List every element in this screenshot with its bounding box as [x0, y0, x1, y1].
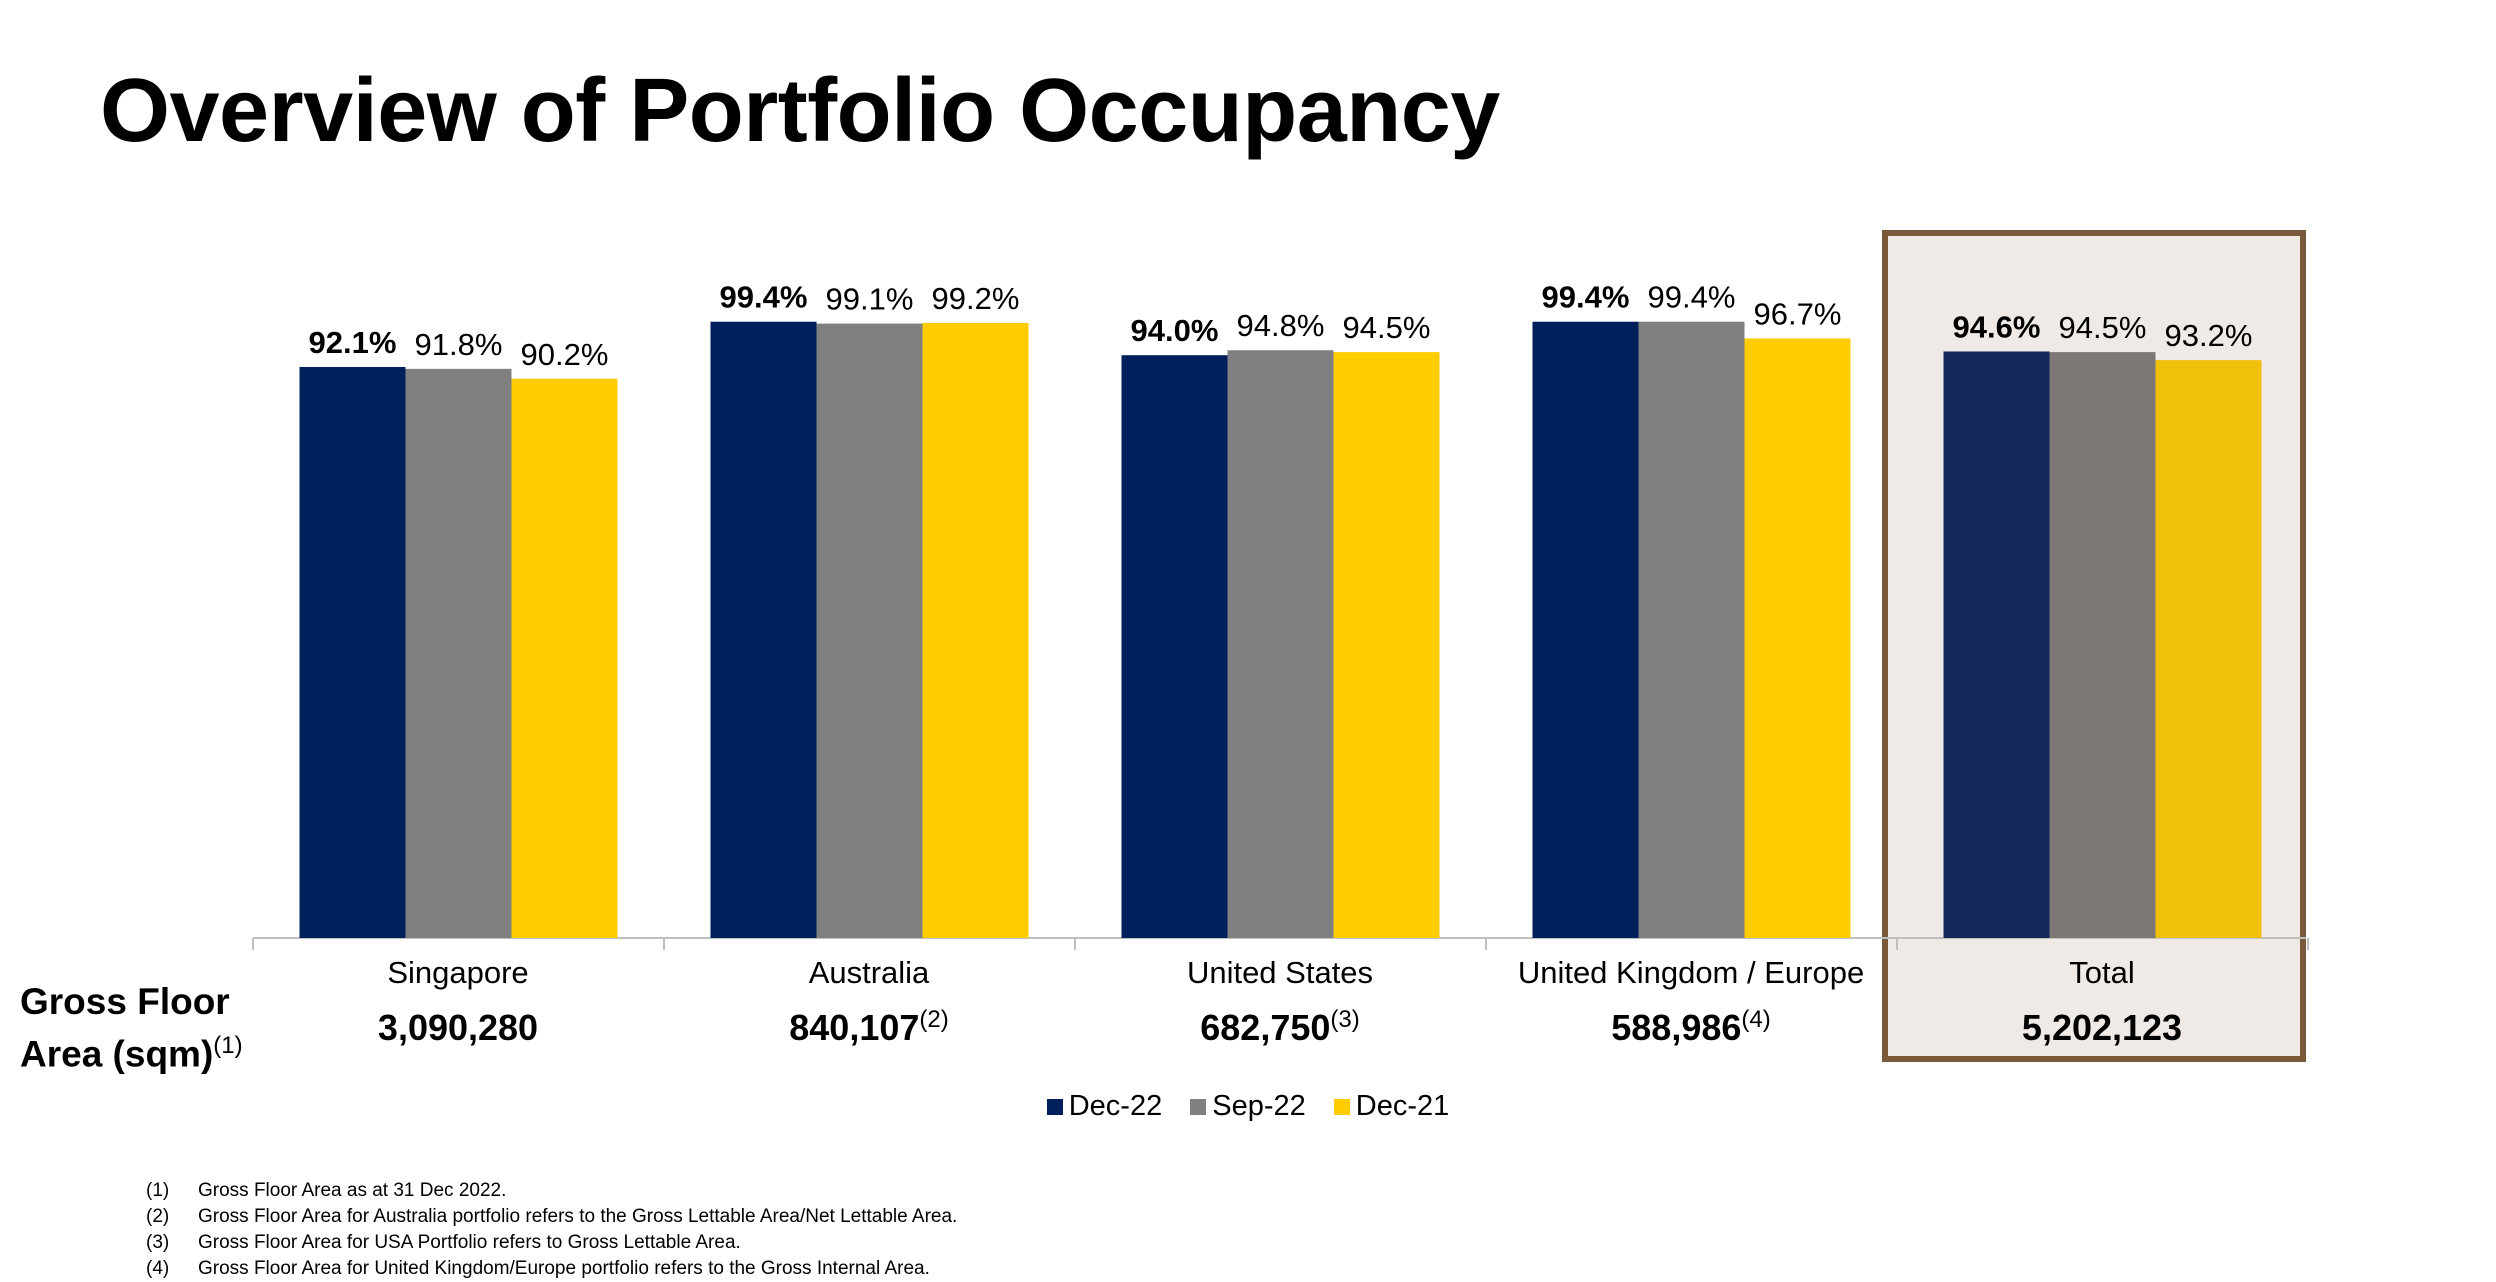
data-label-dec-21: 99.2% — [932, 281, 1020, 316]
data-label-dec-22: 99.4% — [720, 280, 808, 315]
footnote: (1) Gross Floor Area as at 31 Dec 2022. — [146, 1180, 507, 1201]
legend-swatch-sep-22 — [1190, 1098, 1207, 1115]
bar-dec-21 — [922, 322, 1029, 939]
gfa-label-line1: Gross Floor — [20, 981, 230, 1022]
data-label-sep-22: 94.8% — [1237, 308, 1325, 343]
bar-sep-22 — [405, 368, 512, 939]
data-label-sep-22: 91.8% — [415, 327, 503, 362]
legend-label-sep-22: Sep-22 — [1212, 1090, 1306, 1122]
bar-sep-22 — [1227, 350, 1334, 938]
data-label-dec-22: 99.4% — [1542, 280, 1630, 315]
legend-label-dec-22: Dec-22 — [1068, 1090, 1163, 1122]
page-title: Overview of Portfolio Occupancy — [100, 61, 1500, 161]
data-label-dec-21: 94.5% — [1343, 310, 1431, 345]
bar-sep-22 — [2049, 352, 2156, 939]
data-label-sep-22: 99.4% — [1648, 280, 1736, 315]
footnote: (2) Gross Floor Area for Australia portfo… — [146, 1206, 958, 1227]
data-label-dec-21: 96.7% — [1754, 296, 1842, 331]
category-label-uk-europe: United Kingdom / Europe — [1517, 955, 1865, 990]
bar-dec-21 — [1333, 352, 1440, 939]
gfa-value-total: 5,202,123 — [2021, 1007, 2183, 1048]
bar-sep-22 — [816, 323, 923, 939]
footnote: (3) Gross Floor Area for USA Portfolio re… — [146, 1232, 741, 1253]
footnote: (4) Gross Floor Area for United Kingdom/E… — [146, 1258, 930, 1279]
bar-dec-22 — [710, 321, 817, 939]
gfa-value-uk-europe: 588,986(4) — [1611, 1006, 1771, 1048]
data-label-dec-22: 92.1% — [309, 325, 397, 360]
bar-sep-22 — [1638, 321, 1745, 939]
chart-legend: Dec-22 Sep-22 Dec-21 — [0, 1090, 2496, 1123]
data-label-sep-22: 94.5% — [2059, 310, 2147, 345]
data-label-dec-22: 94.6% — [1953, 309, 2041, 344]
bar-dec-22 — [299, 366, 406, 939]
footnotes: (1) Gross Floor Area as at 31 Dec 2022. (… — [146, 1178, 957, 1282]
legend-label-dec-21: Dec-21 — [1355, 1090, 1450, 1122]
bar-dec-22 — [1943, 351, 2050, 939]
data-label-dec-22: 94.0% — [1131, 313, 1219, 348]
gfa-value-united-states: 682,750(3) — [1200, 1006, 1360, 1048]
data-label-dec-21: 93.2% — [2165, 318, 2253, 353]
legend-swatch-dec-21 — [1333, 1098, 1350, 1115]
category-label-australia: Australia — [808, 955, 930, 990]
category-label-singapore: Singapore — [387, 955, 529, 990]
legend-item-dec-21: Dec-21 — [1333, 1090, 1450, 1123]
category-label-total: Total — [2069, 955, 2135, 990]
legend-item-sep-22: Sep-22 — [1190, 1090, 1306, 1123]
legend-item-dec-22: Dec-22 — [1046, 1090, 1163, 1123]
data-label-dec-21: 90.2% — [521, 337, 609, 372]
category-label-united-states: United States — [1186, 955, 1374, 990]
bar-dec-22 — [1121, 355, 1228, 938]
gfa-value-australia: 840,107(2) — [789, 1006, 949, 1048]
bar-dec-21 — [2155, 360, 2262, 938]
bar-dec-22 — [1532, 321, 1639, 939]
bar-dec-21 — [1744, 338, 1851, 939]
gfa-label-line2: Area (sqm) — [20, 1033, 214, 1075]
legend-swatch-dec-22 — [1046, 1098, 1063, 1115]
data-label-sep-22: 99.1% — [826, 282, 914, 317]
gfa-label: Gross Floor Area (sqm)(1) — [20, 980, 243, 1076]
gfa-label-sup: (1) — [213, 1032, 243, 1059]
bar-dec-21 — [511, 378, 618, 938]
gfa-value-singapore: 3,090,280 — [377, 1007, 539, 1048]
